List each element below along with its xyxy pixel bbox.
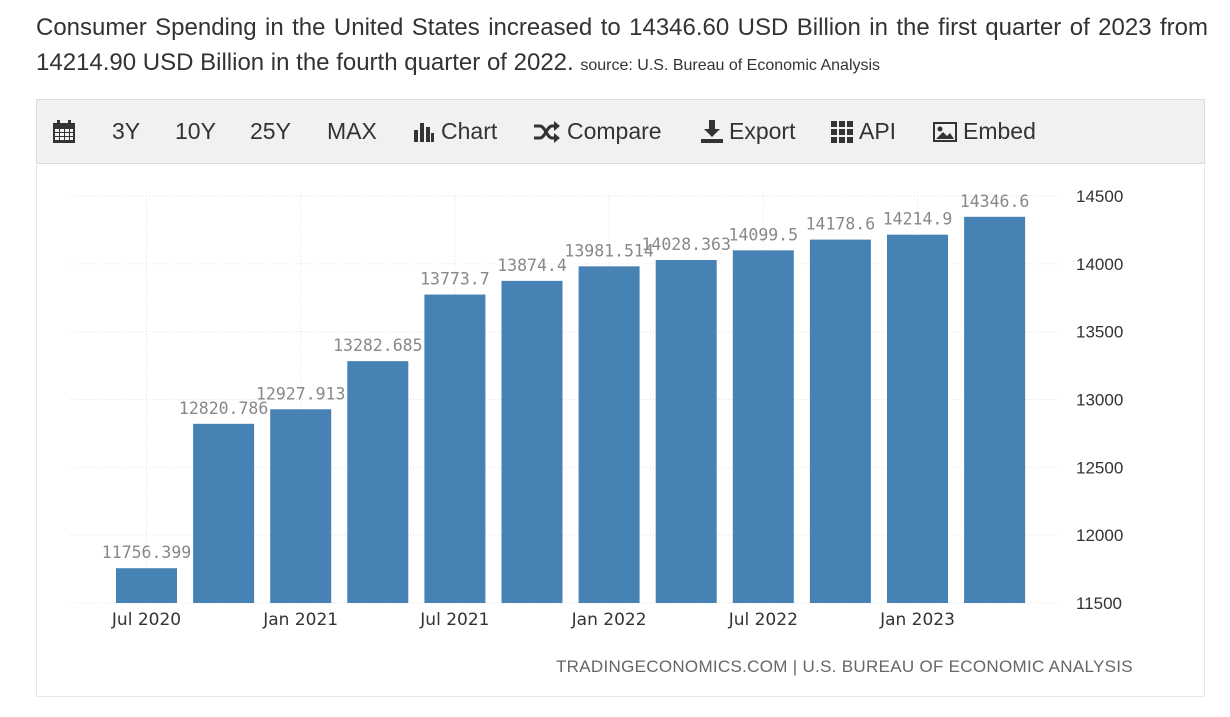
bar [887,234,948,603]
bar-chart: 11500 12000 12500 13000 13500 14000 14500 11756… [71,187,1123,630]
headline: Consumer Spending in the United States i… [36,10,1208,83]
range-10y-button[interactable]: 10Y [175,118,216,144]
y-tick-label: 11500 [1076,594,1122,613]
bar [964,216,1026,603]
bar [347,361,409,603]
y-tick-label: 12000 [1076,526,1123,545]
grid-icon [831,120,853,143]
chart-type-label: Chart [441,118,498,144]
chart-credits: TRADINGECONOMICS.COM | U.S. BUREAU OF EC… [556,657,1133,676]
bar [193,423,255,603]
x-tick-label: Jan 2021 [262,610,338,630]
data-label: 12820.786 [179,399,268,418]
download-icon [701,119,723,144]
bar [501,280,563,603]
y-tick-label: 13000 [1076,391,1123,410]
data-label: 14178.6 [806,215,876,234]
x-tick-label: Jul 2022 [728,610,798,630]
bar [116,568,177,603]
bar [270,409,332,603]
chart-type-button[interactable]: Chart [413,100,497,163]
api-button[interactable]: API [831,100,896,163]
data-label: 12927.913 [256,384,345,403]
bar-chart-icon [413,121,435,143]
embed-button[interactable]: Embed [933,100,1036,163]
bar [578,266,640,603]
chart-toolbar: 3Y 10Y 25Y MAX Chart Compare Export API … [36,99,1205,164]
chart-container: 11500 12000 12500 13000 13500 14000 14500 11756… [36,165,1205,697]
headline-source: source: U.S. Bureau of Economic Analysis [580,57,881,74]
y-tick-label: 14500 [1076,187,1123,206]
range-3y-button[interactable]: 3Y [112,118,141,144]
x-tick-label: Jul 2021 [419,610,489,630]
data-label: 13773.7 [420,270,490,289]
y-tick-label: 14000 [1076,255,1123,274]
bar [655,259,717,603]
data-label: 13282.685 [333,336,422,355]
export-label: Export [729,118,796,144]
calendar-icon [52,119,76,144]
x-tick-label: Jan 2023 [879,610,955,630]
data-label: 14346.6 [960,192,1030,211]
calendar-button[interactable] [52,100,76,163]
data-label: 13874.4 [497,256,567,275]
bar [732,250,794,603]
compare-button[interactable]: Compare [533,100,662,163]
headline-text: Consumer Spending in the United States i… [36,14,1208,76]
embed-label: Embed [963,118,1036,144]
bar [424,294,486,603]
y-tick-label: 12500 [1076,458,1123,477]
export-button[interactable]: Export [701,100,795,163]
image-icon [933,121,957,142]
data-label: 14028.363 [641,235,730,254]
y-tick-label: 13500 [1076,323,1123,342]
data-label: 14214.9 [883,210,953,229]
range-max-button[interactable]: MAX [327,118,377,144]
shuffle-icon [533,120,561,143]
data-label: 13981.514 [564,241,653,260]
range-25y-button[interactable]: 25Y [250,118,291,144]
api-label: API [859,118,897,144]
data-label: 14099.5 [729,225,799,244]
data-label: 11756.399 [102,543,191,562]
x-tick-label: Jan 2022 [571,610,647,630]
x-tick-label: Jul 2020 [111,610,181,630]
compare-label: Compare [567,118,662,144]
bar [809,239,871,603]
